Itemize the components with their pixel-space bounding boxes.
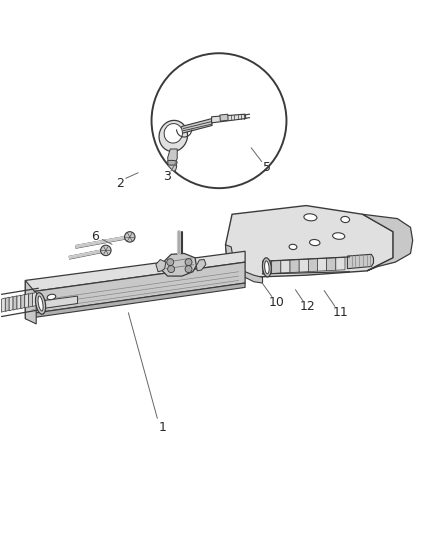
Ellipse shape xyxy=(310,239,320,246)
Circle shape xyxy=(152,53,286,188)
Polygon shape xyxy=(347,254,374,269)
Ellipse shape xyxy=(38,296,43,311)
Ellipse shape xyxy=(164,124,183,143)
Ellipse shape xyxy=(159,120,187,151)
Polygon shape xyxy=(308,259,318,272)
Polygon shape xyxy=(9,296,13,311)
Polygon shape xyxy=(262,261,272,274)
Polygon shape xyxy=(281,260,290,273)
Polygon shape xyxy=(220,114,228,121)
Polygon shape xyxy=(168,149,177,163)
Polygon shape xyxy=(25,294,28,308)
Polygon shape xyxy=(327,257,336,271)
Circle shape xyxy=(168,265,175,272)
Polygon shape xyxy=(39,296,78,309)
Text: 12: 12 xyxy=(300,301,316,313)
Text: 6: 6 xyxy=(91,230,99,243)
Polygon shape xyxy=(17,295,21,309)
Polygon shape xyxy=(226,245,262,283)
Polygon shape xyxy=(212,114,246,123)
Ellipse shape xyxy=(289,244,297,249)
Ellipse shape xyxy=(332,233,345,239)
Polygon shape xyxy=(1,298,5,312)
Polygon shape xyxy=(25,280,36,324)
Polygon shape xyxy=(25,262,245,314)
Ellipse shape xyxy=(265,261,269,274)
Polygon shape xyxy=(25,251,245,293)
Text: 2: 2 xyxy=(116,177,124,190)
Polygon shape xyxy=(363,214,413,271)
Polygon shape xyxy=(168,160,177,167)
Ellipse shape xyxy=(35,293,46,314)
Polygon shape xyxy=(21,294,25,309)
Ellipse shape xyxy=(341,216,350,223)
Text: 1: 1 xyxy=(159,421,166,434)
Text: 3: 3 xyxy=(163,171,171,183)
Polygon shape xyxy=(226,206,393,277)
Polygon shape xyxy=(156,260,166,272)
Ellipse shape xyxy=(47,294,56,300)
Circle shape xyxy=(124,232,135,242)
Ellipse shape xyxy=(304,214,317,221)
Polygon shape xyxy=(25,283,245,319)
Polygon shape xyxy=(336,257,345,270)
Text: 11: 11 xyxy=(333,306,349,319)
Polygon shape xyxy=(32,292,36,306)
Circle shape xyxy=(167,259,174,265)
Polygon shape xyxy=(5,297,9,311)
Polygon shape xyxy=(290,260,299,272)
Polygon shape xyxy=(28,293,32,308)
Ellipse shape xyxy=(262,258,271,277)
Polygon shape xyxy=(162,254,196,276)
Polygon shape xyxy=(168,165,177,172)
Polygon shape xyxy=(13,296,17,310)
Text: 5: 5 xyxy=(263,161,271,174)
Text: 10: 10 xyxy=(268,296,284,309)
Polygon shape xyxy=(318,258,327,271)
Polygon shape xyxy=(196,260,206,271)
Circle shape xyxy=(185,265,192,272)
Polygon shape xyxy=(299,259,308,272)
Polygon shape xyxy=(180,118,212,133)
Polygon shape xyxy=(272,260,281,273)
Circle shape xyxy=(101,245,111,256)
Circle shape xyxy=(185,259,192,265)
